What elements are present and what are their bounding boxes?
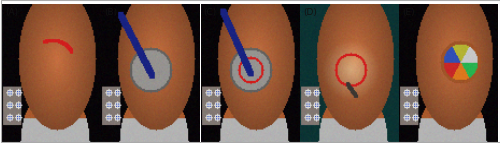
Text: (E): (E) [402,8,415,17]
Text: (D): (D) [303,8,317,17]
Text: (B): (B) [104,8,118,17]
Text: (C): (C) [204,8,217,17]
Text: (A): (A) [5,8,18,17]
